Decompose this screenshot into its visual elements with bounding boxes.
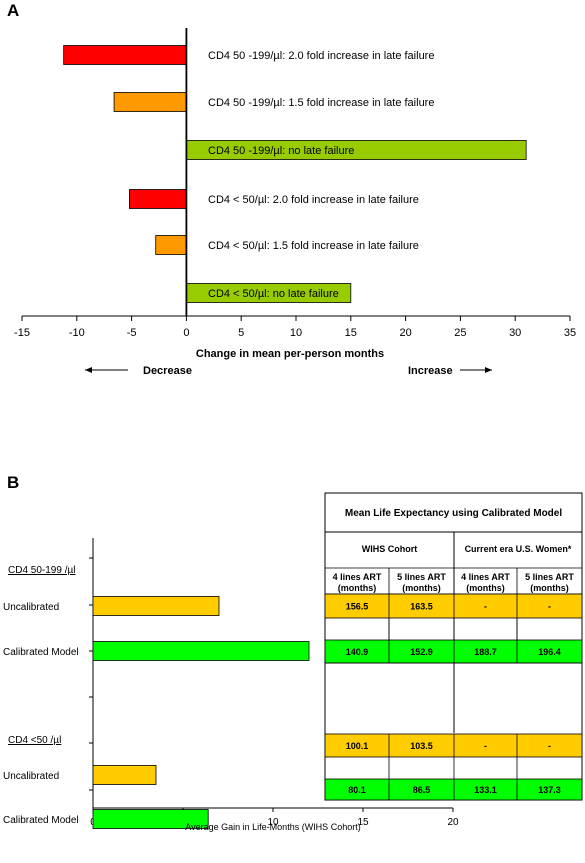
table-cell-0-3: -: [548, 602, 551, 612]
panel-a-bar-label-3: CD4 < 50/µl: 2.0 fold increase in late f…: [208, 194, 419, 206]
panel-a-x-tick-label-7: 20: [399, 327, 411, 339]
table-cell-1-0: 140.9: [346, 647, 369, 657]
panel-b-group-label-1: CD4 <50 /µl: [8, 735, 61, 746]
table-cell-1-2: 188.7: [474, 647, 497, 657]
table-cell-3-1: 86.5: [413, 785, 431, 795]
panel-a-x-tick-label-8: 25: [454, 327, 466, 339]
table-column-header-2: 4 lines ART (months): [461, 572, 510, 593]
table-column-header-0: 4 lines ART (months): [333, 572, 382, 593]
panel-a-x-tick-label-6: 15: [345, 327, 357, 339]
table-cell-2-1: 103.5: [410, 741, 433, 751]
panel-a-x-tick-label-1: -10: [69, 327, 85, 339]
table-cell-2-3: -: [548, 741, 551, 751]
panel-b-bar-0-1: [92, 641, 310, 661]
panel-a-x-tick-label-4: 5: [238, 327, 244, 339]
table-cell-3-0: 80.1: [348, 785, 366, 795]
table-row-0: [324, 593, 583, 619]
decrease-label: Decrease: [143, 365, 192, 377]
panel-a-bar-label-0: CD4 50 -199/µl: 2.0 fold increase in lat…: [208, 50, 434, 62]
table-cell-3-2: 133.1: [474, 785, 497, 795]
panel-a-x-axis-title: Change in mean per-person months: [196, 348, 384, 360]
panel-b-chart: 05101520CD4 50-199 /µlUncalibratedCalibr…: [3, 538, 459, 829]
table-header-group-0: WIHS Cohort: [362, 544, 418, 554]
panel-a-bar-label-5: CD4 < 50/µl: no late failure: [208, 288, 339, 300]
panel-a-x-tick-label-9: 30: [509, 327, 521, 339]
life-expectancy-table: Mean Life Expectancy using Calibrated Mo…: [324, 492, 583, 801]
panel-b-x-tick-label-4: 20: [447, 817, 459, 828]
panel-b-x-axis-title: Average Gain in Life-Months (WIHS Cohort…: [185, 822, 360, 832]
panel-a-bar-3: [129, 189, 187, 209]
increase-arrow: [460, 367, 492, 373]
panel-b-bar-1-1: [92, 809, 209, 829]
table-cell-0-1: 163.5: [410, 602, 433, 612]
panel-b-group-label-0: CD4 50-199 /µl: [8, 565, 75, 576]
panel-b-bar-0-0: [92, 596, 220, 616]
panel-a-bar-1: [113, 92, 187, 112]
panel-a-x-tick-label-10: 35: [564, 327, 576, 339]
table-cell-2-2: -: [484, 741, 487, 751]
table-title: Mean Life Expectancy using Calibrated Mo…: [345, 508, 562, 519]
table-column-header-3: 5 lines ART (months): [525, 572, 574, 593]
table-cell-0-2: -: [484, 602, 487, 612]
panel-b-category-label-1-1: Calibrated Model: [3, 815, 79, 826]
panel-a-label: A: [7, 1, 19, 20]
table-cell-2-0: 100.1: [346, 741, 369, 751]
panel-a-x-tick-label-5: 10: [290, 327, 302, 339]
table-column-header-1: 5 lines ART (months): [397, 572, 446, 593]
panel-b-category-label-0-1: Calibrated Model: [3, 647, 79, 658]
panel-a-x-tick-label-3: 0: [183, 327, 189, 339]
panel-a-bar-label-1: CD4 50 -199/µl: 1.5 fold increase in lat…: [208, 97, 434, 109]
table-cell-1-3: 196.4: [538, 647, 561, 657]
table-cell-3-3: 137.3: [538, 785, 561, 795]
table-header-group-1: Current era U.S. Women*: [465, 544, 572, 554]
panel-a-bar-label-4: CD4 < 50/µl: 1.5 fold increase in late f…: [208, 240, 419, 252]
panel-a-bar-0: [63, 45, 187, 65]
panel-a-chart: -15 -10 -5 0 5 10 15 20 25 30 35 CD4 50 -199/µl: 2.…: [14, 28, 576, 339]
panel-a-bar-label-2: CD4 50 -199/µl: no late failure: [208, 145, 354, 157]
decrease-arrow: [85, 367, 128, 373]
panel-a-bar-4: [155, 235, 187, 255]
panel-b-x-tick-label-2: 10: [267, 817, 279, 828]
increase-label: Increase: [408, 365, 453, 377]
panel-a-x-tick-label-2: -5: [127, 327, 137, 339]
panel-b-label: B: [7, 473, 19, 492]
panel-b-category-label-1-0: Uncalibrated: [3, 771, 59, 782]
panel-b-bar-1-0: [92, 765, 157, 785]
panel-b-category-label-0-0: Uncalibrated: [3, 602, 59, 613]
panel-a-x-tick-label-0: -15: [14, 327, 30, 339]
table-cell-1-1: 152.9: [410, 647, 433, 657]
table-cell-0-0: 156.5: [346, 602, 369, 612]
panel-b-x-tick-label-3: 15: [357, 817, 369, 828]
